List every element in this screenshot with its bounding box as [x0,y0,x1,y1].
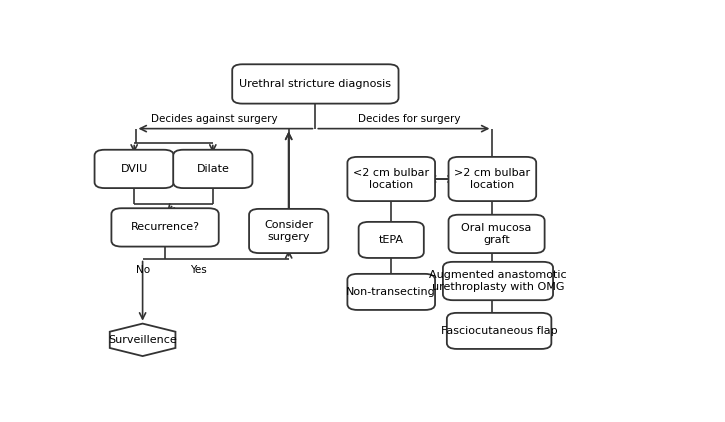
FancyBboxPatch shape [232,64,399,104]
FancyBboxPatch shape [443,262,553,300]
FancyBboxPatch shape [94,150,174,188]
Text: Dilate: Dilate [196,164,229,174]
Text: Urethral stricture diagnosis: Urethral stricture diagnosis [239,79,392,89]
FancyBboxPatch shape [447,313,551,349]
FancyBboxPatch shape [449,215,544,253]
Text: Recurrence?: Recurrence? [130,222,199,233]
FancyBboxPatch shape [173,150,252,188]
FancyBboxPatch shape [112,208,219,246]
Polygon shape [109,324,175,356]
Text: Decides against surgery: Decides against surgery [151,114,278,124]
FancyBboxPatch shape [249,209,328,253]
Text: No: No [136,265,149,275]
FancyBboxPatch shape [359,222,424,258]
Text: >2 cm bulbar
location: >2 cm bulbar location [455,168,531,190]
Text: DVIU: DVIU [120,164,148,174]
FancyBboxPatch shape [347,157,435,201]
Text: Non-transecting: Non-transecting [347,287,436,297]
Text: Augmented anastomotic
urethroplasty with OMG: Augmented anastomotic urethroplasty with… [429,270,567,292]
FancyBboxPatch shape [449,157,536,201]
Text: Decides for surgery: Decides for surgery [358,114,461,124]
FancyBboxPatch shape [347,274,435,310]
Text: Yes: Yes [191,265,207,275]
Text: <2 cm bulbar
location: <2 cm bulbar location [353,168,429,190]
Text: Surveillence: Surveillence [108,335,177,345]
Text: Consider
surgery: Consider surgery [264,220,313,242]
Text: tEPA: tEPA [378,235,404,245]
Text: Oral mucosa
graft: Oral mucosa graft [461,223,531,245]
Text: Fasciocutaneous flap: Fasciocutaneous flap [441,326,558,336]
